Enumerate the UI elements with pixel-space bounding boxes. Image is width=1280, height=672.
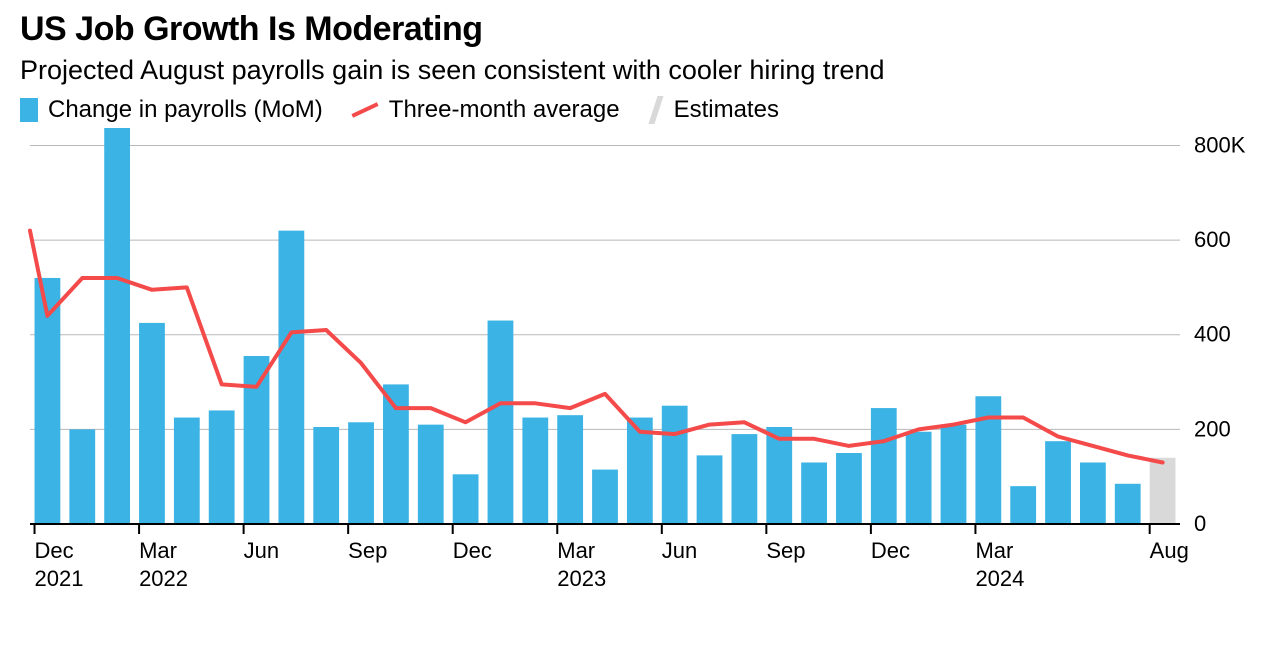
bar xyxy=(244,356,270,524)
bar xyxy=(836,453,862,524)
bar xyxy=(975,396,1001,524)
x-tick-year-label: 2023 xyxy=(557,566,606,591)
bar xyxy=(557,415,583,524)
chart-title: US Job Growth Is Moderating xyxy=(20,10,1260,49)
bar xyxy=(941,425,967,524)
bar xyxy=(592,470,618,524)
bar xyxy=(69,429,95,524)
bar xyxy=(662,406,688,524)
chart-svg: 0 200 400 600 800K Dec 2021 Mar 2022 Jun Sep Dec Mar… xyxy=(20,128,1260,598)
bar xyxy=(906,432,932,524)
bar xyxy=(1080,462,1106,524)
x-tick-label: Mar xyxy=(557,538,595,563)
x-tick-label: Jun xyxy=(662,538,697,563)
bar xyxy=(418,425,444,524)
legend-item-estimates: Estimates xyxy=(648,96,779,124)
x-tick-label: Sep xyxy=(766,538,805,563)
bar xyxy=(278,231,304,524)
bar xyxy=(1115,484,1141,524)
line-swatch-icon xyxy=(351,108,379,112)
chart-area: 0 200 400 600 800K Dec 2021 Mar 2022 Jun Sep Dec Mar… xyxy=(20,128,1260,598)
legend-item-line: Three-month average xyxy=(351,96,620,124)
bar xyxy=(174,418,200,524)
x-tick-year-label: 2022 xyxy=(139,566,188,591)
bar xyxy=(453,474,479,524)
bar xyxy=(488,321,514,524)
bar xyxy=(766,427,792,524)
x-tick-label: Dec xyxy=(453,538,492,563)
bar xyxy=(871,408,897,524)
y-tick-label: 400 xyxy=(1194,322,1231,347)
chart-legend: Change in payrolls (MoM) Three-month ave… xyxy=(20,96,1260,124)
y-tick-label: 0 xyxy=(1194,511,1206,536)
bar-swatch-icon xyxy=(20,98,38,122)
legend-label-bars: Change in payrolls (MoM) xyxy=(48,96,323,124)
x-tick-label: Dec xyxy=(871,538,910,563)
legend-label-line: Three-month average xyxy=(389,96,620,124)
x-tick-label: Mar xyxy=(975,538,1013,563)
x-tick-label: Dec xyxy=(35,538,74,563)
y-tick-label: 800K xyxy=(1194,132,1246,157)
x-tick-label: Sep xyxy=(348,538,387,563)
bar xyxy=(732,434,758,524)
bar xyxy=(1045,441,1071,524)
bar xyxy=(1010,486,1036,524)
bar xyxy=(801,462,827,524)
x-tick-year-label: 2021 xyxy=(35,566,84,591)
bar xyxy=(697,455,723,524)
x-tick-label: Jun xyxy=(244,538,279,563)
estimate-swatch-icon xyxy=(648,96,664,124)
x-tick-label: Mar xyxy=(139,538,177,563)
legend-label-estimates: Estimates xyxy=(674,96,779,124)
bar-estimate xyxy=(1150,458,1176,524)
bar xyxy=(348,422,374,524)
x-tick-label: Aug xyxy=(1150,538,1189,563)
bar xyxy=(522,418,548,524)
bar xyxy=(209,410,235,524)
bar xyxy=(104,128,130,524)
chart-subtitle: Projected August payrolls gain is seen c… xyxy=(20,55,1260,86)
y-tick-label: 200 xyxy=(1194,416,1231,441)
legend-item-bars: Change in payrolls (MoM) xyxy=(20,96,323,124)
bar xyxy=(139,323,165,524)
bar xyxy=(313,427,339,524)
x-tick-year-label: 2024 xyxy=(975,566,1024,591)
y-tick-label: 600 xyxy=(1194,227,1231,252)
